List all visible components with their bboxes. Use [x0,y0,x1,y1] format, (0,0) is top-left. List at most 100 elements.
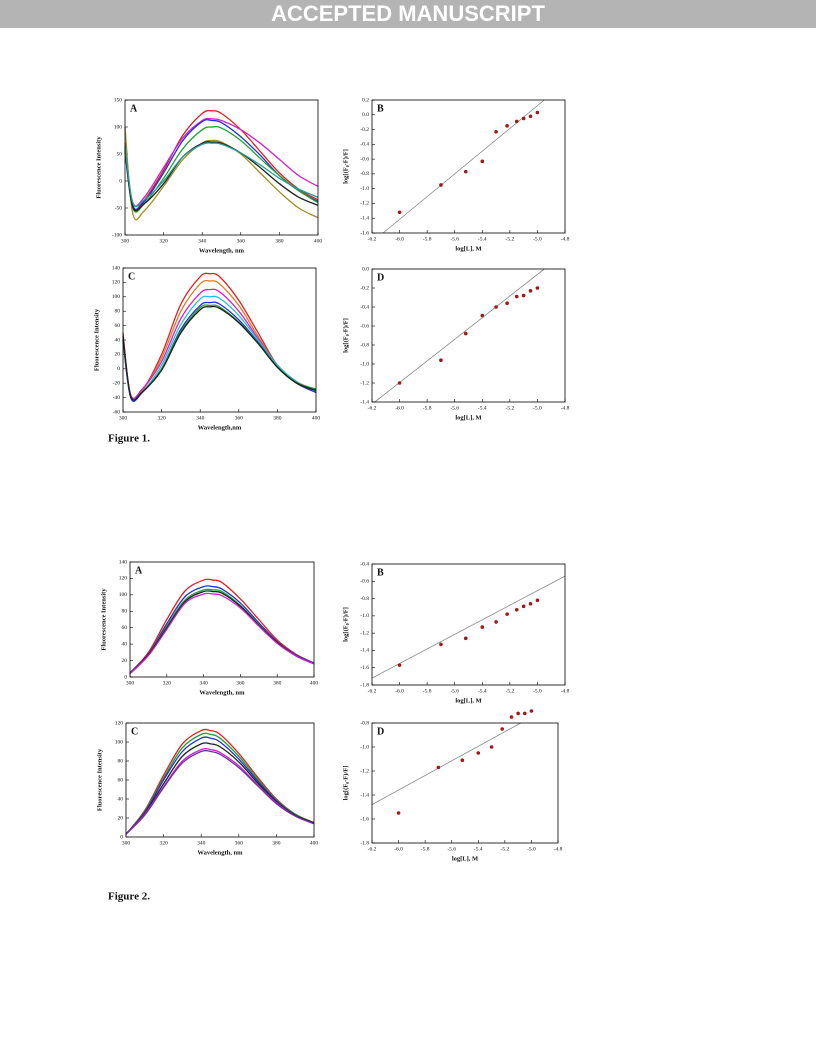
y-tick-label: 120 [115,720,124,726]
data-point [528,601,533,606]
y-tick-label: 80 [118,758,124,764]
y-tick-label: -0.8 [360,171,369,177]
x-axis-title: Wavelength, nm [197,849,243,856]
y-tick-label: -1.8 [360,682,369,688]
x-tick-label: -6.0 [394,846,403,852]
plot-frame [129,561,315,678]
y-tick-label: -1.4 [360,792,369,798]
x-tick-label: -4.8 [561,688,570,694]
x-tick-label: 320 [159,840,168,846]
y-tick-label: -0.2 [360,127,369,133]
x-tick-label: -6.2 [368,688,377,694]
data-point [535,110,540,115]
x-tick-label: 340 [198,238,207,244]
x-tick-label: -6.2 [368,846,377,852]
fit-line [371,722,521,805]
y-tick-label: 100 [119,592,128,598]
data-point [516,711,520,716]
spectrum-line [125,742,315,835]
y-tick-label: -1.4 [360,215,369,221]
y-tick-label: -1.2 [360,380,369,386]
data-point [494,129,498,134]
data-point [521,293,526,298]
fit-line [371,575,566,679]
y-axis-title: log[(F₀-F)/F] [342,318,349,353]
y-axis-title: log[(F₀-F)/F] [342,149,349,184]
data-point [476,751,481,755]
y-axis-title: Fluorescence Intensity [96,748,103,811]
x-tick-label: 360 [235,415,244,421]
spectrum-line [129,592,315,675]
y-tick-label: -0.8 [360,596,369,602]
panel-label: A [135,565,143,576]
plot-frame [371,722,559,844]
spectrum-line [124,126,319,221]
x-tick-label: -5.0 [527,846,536,852]
x-tick-label: -5.0 [533,405,542,411]
x-tick-label: 380 [273,415,282,421]
x-tick-label: -5.4 [474,846,483,852]
x-tick-label: 320 [163,680,172,686]
x-axis-title: log[L], M [455,697,481,704]
panel-label: B [377,567,384,578]
data-point [439,642,443,647]
y-tick-label: 100 [114,124,123,130]
x-tick-label: -5.2 [500,846,509,852]
data-point [505,612,509,616]
y-tick-label: 40 [115,337,121,343]
data-point [528,114,533,119]
y-tick-label: 100 [112,294,121,300]
y-tick-label: -1.0 [360,744,369,750]
spectrum-line [122,305,317,401]
x-tick-label: 400 [314,238,323,244]
x-tick-label: 320 [159,238,168,244]
x-tick-label: 340 [199,680,208,686]
x-tick-label: 400 [312,415,321,421]
y-tick-label: -0.6 [360,579,369,585]
x-tick-label: -6.0 [395,236,404,242]
x-tick-label: -4.8 [561,405,570,411]
y-tick-label: -1.0 [360,186,369,192]
y-tick-label: 0.2 [362,97,369,103]
y-tick-label: -0.4 [360,142,369,148]
x-tick-label: -6.0 [395,688,404,694]
y-tick-label: 80 [115,308,121,314]
x-tick-label: -5.8 [423,688,432,694]
spectrum-line [124,119,319,211]
y-axis-title: log[(F₀-F)/F] [342,607,349,642]
data-point [505,124,509,128]
y-tick-label: -1.4 [360,648,369,654]
y-tick-label: -1.0 [360,361,369,367]
y-tick-label: -40 [113,395,121,401]
data-point [521,604,526,609]
y-tick-label: -20 [113,380,121,386]
y-axis-title: Fluorescence Intensity [100,588,107,651]
data-point [535,286,540,290]
y-tick-label: 100 [115,739,124,745]
x-tick-label: -6.2 [368,236,377,242]
data-point [396,811,401,815]
y-tick-label: 50 [117,151,123,157]
x-tick-label: -4.8 [561,236,570,242]
x-tick-label: -5.6 [450,236,459,242]
y-tick-label: 60 [122,625,128,631]
y-tick-label: 40 [122,641,128,647]
x-tick-label: 300 [122,840,131,846]
y-tick-label: -60 [113,409,121,415]
plot-frame [122,267,317,413]
x-tick-label: -5.0 [533,236,542,242]
y-tick-label: -0.2 [360,285,369,291]
data-point [509,715,514,719]
y-axis-title: Fluorescence Intensity [95,136,102,199]
plot-frame [371,99,566,234]
data-point [529,709,534,713]
y-tick-label: 20 [118,815,124,821]
y-tick-label: 120 [112,280,121,286]
y-tick-label: 20 [115,352,121,358]
y-tick-label: 140 [112,265,121,271]
y-tick-label: 80 [122,609,128,615]
x-tick-label: -5.6 [450,688,459,694]
y-tick-label: 0 [117,366,120,372]
data-point [480,159,485,164]
y-tick-label: -50 [115,205,123,211]
